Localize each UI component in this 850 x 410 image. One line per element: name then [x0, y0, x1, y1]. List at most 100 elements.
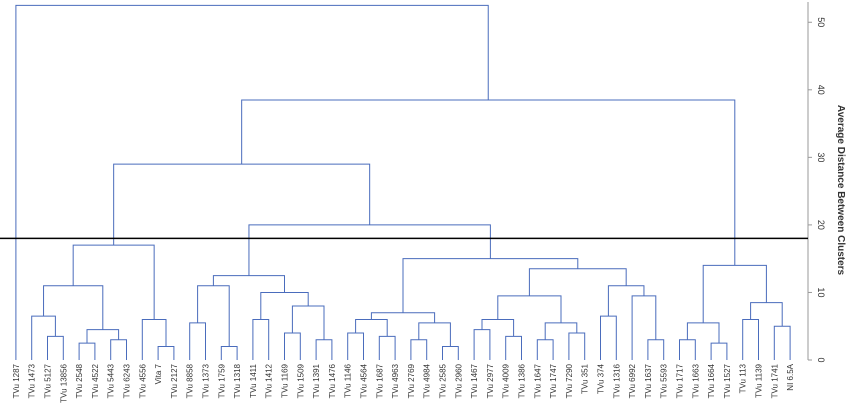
leaf-label: TVu 1318	[233, 363, 242, 398]
dendrogram-link	[260, 291, 309, 320]
dendrogram-link	[410, 339, 428, 360]
dendrogram-link	[47, 335, 64, 360]
leaf-label: TVu 1373	[202, 363, 211, 398]
leaf-label: TVu 351	[581, 363, 590, 393]
leaf-label: Vita 7	[154, 363, 163, 384]
leaf-label: TVu 1687	[375, 363, 384, 398]
dendrogram-link	[378, 335, 396, 360]
leaf-label: TVu 1717	[676, 363, 685, 398]
dendrogram-link	[291, 305, 325, 340]
dendrogram-link	[370, 312, 436, 323]
dendrogram-link	[212, 275, 285, 293]
y-tick-label: 30	[816, 152, 826, 162]
leaf-label: TVu 7290	[565, 363, 574, 398]
leaf-label: TVu 374	[597, 363, 606, 393]
dendrogram-link	[600, 315, 617, 360]
dendrogram-link	[679, 339, 696, 360]
dendrogram-link	[750, 302, 783, 327]
leaf-label: TVu 1759	[217, 363, 226, 398]
dendrogram-link	[43, 285, 104, 330]
dendrogram-link	[197, 285, 230, 347]
dendrogram-link	[189, 322, 206, 360]
dendrogram-link	[78, 342, 96, 360]
dendrogram-link	[15, 4, 489, 360]
dendrogram-link	[568, 332, 586, 360]
leaf-label: TVu 1747	[549, 363, 558, 398]
leaf-label: NI 6.5A	[786, 363, 795, 390]
leaf-label: TVu 1509	[296, 363, 305, 398]
dendrogram-link	[481, 318, 515, 337]
leaf-label: TVu 1411	[249, 363, 258, 397]
leaf-label: TVu 2960	[454, 363, 463, 398]
leaf-label: TVu 4556	[138, 363, 147, 398]
dendrogram-link	[607, 285, 645, 317]
leaf-label: TVu 1287	[12, 363, 21, 398]
leaf-label: TVu 5127	[44, 363, 53, 398]
leaf-label: TVu 4009	[502, 363, 511, 398]
leaf-label: TVu 1146	[344, 363, 353, 397]
y-tick-label: 40	[816, 85, 826, 95]
leaf-label: TVu 5443	[107, 363, 116, 398]
leaf-label: TVu 1169	[281, 363, 290, 397]
leaf-label: TVu 1316	[612, 363, 621, 398]
dendrogram-link	[347, 332, 364, 360]
leaf-label: TVu 4984	[423, 363, 432, 398]
dendrogram-link	[110, 339, 127, 360]
leaf-label: TVu 2585	[439, 363, 448, 398]
dendrogram-link	[505, 335, 522, 360]
dendrogram-link	[252, 318, 270, 360]
dendrogram-link	[157, 345, 175, 360]
dendrogram-link	[241, 99, 736, 266]
leaf-label: TVu 13856	[59, 363, 68, 402]
leaf-label: TVu 1473	[28, 363, 37, 398]
y-tick-label: 50	[816, 17, 826, 27]
leaf-label: TVu 5593	[660, 363, 669, 398]
dendrogram-link	[86, 329, 120, 344]
leaf-label: TVu 1467	[470, 363, 479, 398]
dendrogram-link	[113, 163, 371, 246]
dendrogram-link	[402, 258, 579, 313]
dendrogram-link	[248, 224, 491, 276]
leaf-label: TVu 1663	[691, 363, 700, 398]
leaf-label: TVu 1527	[723, 363, 732, 398]
dendrogram-link	[31, 315, 56, 360]
leaf-label: TVu 6992	[628, 363, 637, 398]
dendrogram-link	[442, 345, 459, 360]
dendrogram-link	[631, 295, 657, 360]
dendrogram-link	[773, 325, 791, 360]
leaf-label: TVu 2769	[407, 363, 416, 398]
y-tick-label: 20	[816, 220, 826, 230]
dendrogram-link	[284, 332, 301, 360]
dendrogram-link	[141, 318, 167, 360]
y-tick-label: 10	[816, 287, 826, 297]
leaf-label: TVu 4963	[391, 363, 400, 398]
dendrogram-link	[355, 318, 388, 337]
y-tick-label: 0	[816, 357, 826, 362]
dendrogram-link	[544, 322, 578, 340]
dendrogram-link	[220, 345, 238, 360]
leaf-label: TVu 8858	[186, 363, 195, 398]
dendrogram-link	[528, 268, 627, 296]
leaf-label: TVu 4564	[360, 363, 369, 398]
leaf-label: TVu 2127	[170, 363, 179, 398]
axis-title: Average Distance Between Clusters	[835, 105, 846, 276]
dendrogram-link	[710, 342, 728, 360]
leaf-label: TVu 113	[739, 363, 748, 393]
dendrogram-link	[473, 329, 491, 360]
leaf-label: TVu 1476	[328, 363, 337, 398]
leaf-label: TVu 4522	[91, 363, 100, 398]
leaf-label: TVu 1386	[518, 363, 527, 398]
dendrogram-link	[536, 339, 554, 360]
leaf-label: TVu 1647	[533, 363, 542, 398]
leaf-label: TVu 1412	[265, 363, 274, 398]
leaf-label: TVu 1637	[644, 363, 653, 398]
leaf-label: TVu 1664	[707, 363, 716, 398]
leaf-label: TVu 1391	[312, 363, 321, 398]
dendrogram-link	[647, 339, 665, 360]
leaf-label: TVu 1741	[770, 363, 779, 398]
dendrogram-link	[315, 339, 333, 360]
dendrogram-link	[702, 264, 767, 323]
leaf-label: TVu 2548	[75, 363, 84, 398]
dendrogram-link	[72, 244, 155, 320]
